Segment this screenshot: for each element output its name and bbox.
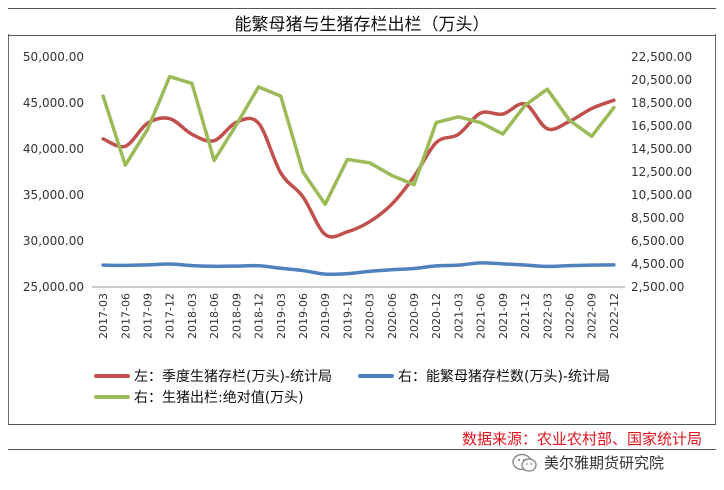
wechat-watermark: 美尔雅期货研究院 [512, 452, 664, 473]
x-tick-label: 2021-09 [497, 293, 510, 339]
legend-label: 右：生猪出栏:绝对值(万头) [134, 390, 304, 406]
x-tick-label: 2020-03 [364, 293, 377, 339]
x-tick-label: 2022-12 [608, 293, 621, 339]
wechat-icon [512, 453, 537, 472]
x-tick-label: 2022-09 [586, 293, 599, 339]
right-tick-label: 12,500.00 [631, 165, 692, 179]
x-tick-label: 2018-03 [186, 293, 199, 339]
x-tick-label: 2020-09 [408, 293, 421, 339]
right-tick-label: 4,500.00 [631, 257, 684, 271]
x-tick-label: 2017-06 [119, 293, 132, 339]
left-tick-label: 45,000.00 [23, 96, 84, 110]
right-tick-label: 8,500.00 [631, 211, 684, 225]
left-axis: 25,000.00 30,000.00 35,000.00 40,000.00 45,0… [23, 50, 84, 294]
x-tick-label: 2021-03 [452, 293, 465, 339]
x-tick-label: 2022-06 [563, 293, 576, 339]
data-source-text: 数据来源：农业农村部、国家统计局 [461, 430, 702, 448]
watermark-text: 美尔雅期货研究院 [544, 454, 665, 472]
x-axis: 2017-03 2017-06 2017-09 2017-12 2018-03 2018-… [92, 286, 625, 339]
series-layer [101, 74, 616, 277]
right-tick-label: 2,500.00 [631, 280, 684, 294]
right-axis: 2,500.00 4,500.00 6,500.00 8,500.00 10,500.0… [631, 50, 692, 294]
x-tick-label: 2017-12 [164, 293, 177, 339]
x-tick-label: 2018-06 [208, 293, 221, 339]
right-tick-label: 18,500.00 [631, 96, 692, 110]
x-tick-label: 2018-12 [253, 293, 266, 339]
legend-label: 右：能繁母猪存栏数(万头)-统计局 [398, 369, 610, 385]
left-tick-label: 30,000.00 [23, 234, 84, 248]
right-tick-label: 14,500.00 [631, 142, 692, 156]
x-tick-label: 2019-12 [341, 293, 354, 339]
x-tick-label: 2021-06 [475, 293, 488, 339]
right-tick-label: 16,500.00 [631, 119, 692, 133]
right-tick-label: 10,500.00 [631, 188, 692, 202]
series-line-3 [101, 74, 616, 206]
legend: 左：季度生猪存栏(万头)-统计局 右：能繁母猪存栏数(万头)-统计局右：生猪出栏:… [94, 369, 610, 406]
x-tick-label: 2019-06 [297, 293, 310, 339]
right-tick-label: 20,500.00 [631, 73, 692, 87]
footer: 数据来源：农业农村部、国家统计局 [8, 424, 716, 450]
legend-label: 左：季度生猪存栏(万头)-统计局 [134, 369, 332, 385]
left-tick-label: 25,000.00 [23, 280, 84, 294]
x-tick-label: 2020-12 [430, 293, 443, 339]
x-tick-label: 2018-09 [230, 293, 243, 339]
left-tick-label: 35,000.00 [23, 188, 84, 202]
right-tick-label: 22,500.00 [631, 50, 692, 64]
x-tick-label: 2022-03 [541, 293, 554, 339]
x-tick-label: 2021-12 [519, 293, 532, 339]
x-tick-label: 2019-09 [319, 293, 332, 339]
x-tick-label: 2019-03 [275, 293, 288, 339]
plot-border [8, 34, 716, 424]
chart-title: 能繁母猪与生猪存栏出栏（万头） [8, 8, 716, 36]
x-tick-label: 2020-06 [386, 293, 399, 339]
left-tick-label: 50,000.00 [23, 50, 84, 64]
x-tick-label: 2017-09 [142, 293, 155, 339]
x-tick-label: 2017-03 [97, 293, 110, 339]
left-tick-label: 40,000.00 [23, 142, 84, 156]
series-line-1 [101, 98, 616, 239]
series-line-2 [101, 261, 616, 277]
right-tick-label: 6,500.00 [631, 234, 684, 248]
